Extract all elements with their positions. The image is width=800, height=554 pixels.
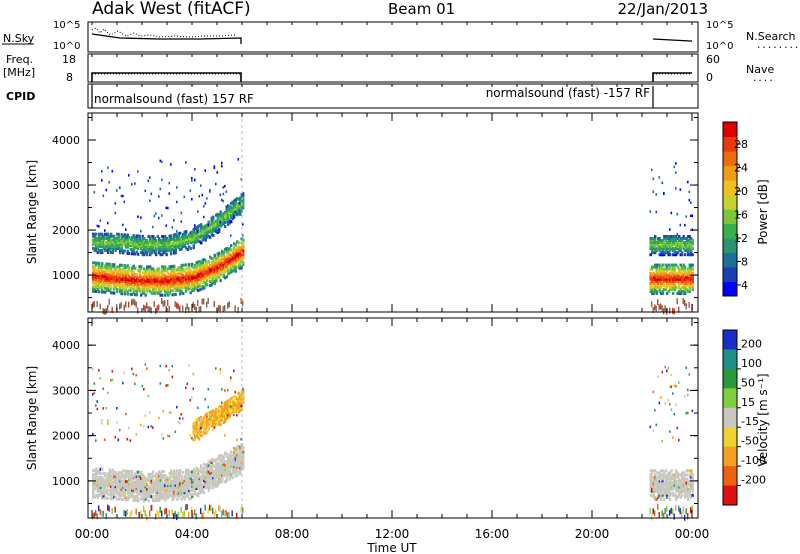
y-tick-label: 2000: [52, 224, 80, 237]
nsearch-label: N.Search: [746, 30, 796, 43]
y-tick-label: 4000: [52, 134, 80, 147]
velocity-colorbar-swatch: [723, 485, 737, 506]
freq-tick-bottom: 8: [66, 71, 73, 84]
y-tick-label: 3000: [52, 384, 80, 397]
x-tick-label: 04:00: [175, 527, 210, 541]
velocity-echoes: [92, 318, 694, 521]
power-colorbar-tick: 8: [741, 256, 748, 269]
power-colorbar-swatch: [723, 122, 737, 137]
velocity-colorbar-tick: 15: [741, 396, 755, 409]
power-colorbar-swatch: [723, 151, 737, 166]
freq-label: Freq.: [6, 53, 33, 66]
x-axis-title: Time UT: [366, 541, 417, 554]
nsky-label: N.Sky: [3, 32, 35, 45]
velocity-colorbar-swatch: [723, 446, 737, 467]
velocity-colorbar-swatch: [723, 368, 737, 389]
freq-panel: Freq. [MHz] 18 8 60 0 Nave ....: [3, 53, 774, 84]
y-tick-label: 2000: [52, 430, 80, 443]
power-colorbar-tick: 24: [734, 162, 748, 175]
velocity-colorbar-swatch: [723, 407, 737, 428]
power-colorbar-tick: 28: [734, 138, 748, 151]
power-ylabel: Slant Range [km]: [25, 160, 39, 264]
power-colorbar-swatch: [723, 223, 737, 239]
velocity-colorbar-tick: 50: [741, 376, 755, 389]
x-tick-label: 00:00: [75, 527, 110, 541]
nave-label: Nave: [746, 63, 774, 76]
velocity-colorbar-swatch: [723, 427, 737, 448]
x-tick-label: 20:00: [575, 527, 610, 541]
nsky-tick-top: 10^5: [53, 20, 80, 31]
power-colorbar-tick: 20: [734, 185, 748, 198]
cpid-mode-2: normalsound (fast) -157 RF: [486, 86, 650, 100]
nsearch-tick-top: 10^5: [706, 20, 733, 31]
power-colorbar-tick: 16: [734, 209, 748, 222]
freq-trace: [91, 72, 692, 82]
power-colorbar-swatch: [723, 209, 737, 224]
nsky-trace: [91, 33, 692, 44]
y-tick-label: 3000: [52, 179, 80, 192]
nsearch-tick-bottom: 10^0: [706, 41, 733, 52]
date-title: 22/Jan/2013: [618, 0, 709, 18]
y-tick-label: 4000: [52, 339, 80, 352]
x-tick-label: 16:00: [475, 527, 510, 541]
velocity-colorbar-tick: -15: [741, 415, 759, 428]
beam-title: Beam 01: [388, 0, 455, 18]
nsky-panel: N.Sky 10^5 10^0 10^5 10^0 N.Search .....…: [2, 20, 799, 53]
power-colorbar-swatch: [723, 252, 737, 268]
velocity-colorbar-tick: 100: [741, 357, 762, 370]
velocity-panel: 1000 2000 3000 4000 Slant Range [km]: [25, 317, 699, 521]
power-panel: 1000 2000 3000 4000 Slant Range [km]: [25, 112, 699, 315]
station-title: Adak West (fitACF): [92, 0, 251, 19]
velocity-colorbar: 200 100 50 15 -15 -50 -100 -200: [722, 329, 766, 506]
nsky-tick-bottom: 10^0: [53, 41, 80, 52]
velocity-colorbar-tick: 200: [741, 337, 762, 350]
power-colorbar-swatch: [723, 281, 737, 297]
x-tick-label: 00:00: [675, 527, 710, 541]
nsky-scatter: [91, 27, 236, 38]
velocity-colorbar-swatch: [723, 330, 737, 350]
power-colorbar-swatch: [723, 180, 737, 195]
velocity-colorbar-swatch: [723, 466, 737, 487]
power-colorbar-swatch: [723, 165, 737, 181]
power-colorbar-swatch: [723, 267, 737, 282]
x-tick-label: 12:00: [375, 527, 410, 541]
freq-tick-top: 18: [62, 53, 76, 66]
y-tick-label: 1000: [52, 475, 80, 488]
velocity-colorbar-tick: -200: [741, 474, 766, 487]
nsearch-legend-dots: ........: [756, 41, 799, 51]
cpid-panel: CPID normalsound (fast) 157 RF normalsou…: [6, 83, 699, 109]
velocity-ylabel: Slant Range [km]: [25, 366, 39, 470]
power-colorbar: 28 24 20 16 12 8 4: [722, 121, 748, 297]
velocity-colorbar-swatch: [723, 349, 737, 370]
nave-tick-top: 60: [706, 53, 720, 66]
nave-legend-dots: ....: [752, 74, 774, 84]
power-colorbar-swatch: [723, 238, 737, 253]
velocity-colorbar-tick: -100: [741, 454, 766, 467]
power-colorbar-swatch: [723, 136, 737, 152]
cpid-label: CPID: [6, 90, 35, 103]
power-colorbar-tick: 12: [734, 232, 748, 245]
power-echoes: [92, 113, 694, 315]
velocity-colorbar-tick: -50: [741, 435, 759, 448]
power-colorbar-label: Power [dB]: [756, 179, 770, 244]
velocity-colorbar-swatch: [723, 388, 737, 409]
y-tick-label: 1000: [52, 269, 80, 282]
x-tick-label: 08:00: [275, 527, 310, 541]
velocity-colorbar-label: Velocity [m s⁻¹]: [756, 373, 770, 466]
power-colorbar-swatch: [723, 194, 737, 210]
freq-unit: [MHz]: [3, 66, 35, 79]
power-colorbar-tick: 4: [741, 279, 748, 292]
nave-tick-bottom: 0: [706, 71, 713, 84]
cpid-mode-1: normalsound (fast) 157 RF: [94, 92, 254, 106]
